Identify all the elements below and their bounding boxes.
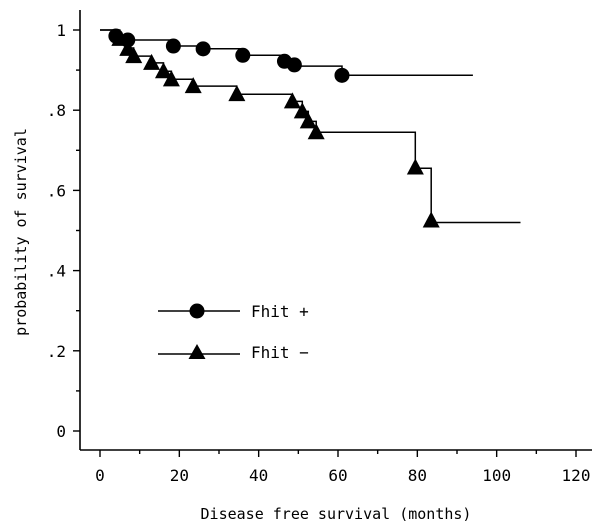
legend-label-fhit-minus: Fhit − — [251, 343, 309, 362]
data-point-fhit-minus — [125, 47, 143, 64]
x-tick-label: 60 — [328, 466, 347, 485]
x-tick-label: 40 — [249, 466, 268, 485]
x-tick-label: 100 — [482, 466, 511, 485]
data-point-fhit-minus — [111, 29, 129, 46]
data-point-fhit-minus — [283, 92, 301, 109]
y-axis-title: probability of survival — [12, 128, 30, 336]
data-point-fhit-minus — [422, 211, 440, 228]
data-point-fhit-plus — [286, 57, 302, 73]
y-tick-label: .2 — [47, 342, 66, 361]
data-point-fhit-minus — [162, 70, 180, 87]
x-tick-label: 20 — [170, 466, 189, 485]
x-axis-title: Disease free survival (months) — [201, 505, 472, 523]
y-tick-label: .4 — [47, 262, 66, 281]
y-tick-label: 0 — [56, 422, 66, 441]
survival-curve-fhit-minus — [100, 29, 521, 224]
legend-marker-triangle — [188, 344, 206, 359]
data-point-fhit-minus — [143, 53, 161, 70]
legend-label-fhit-plus: Fhit + — [251, 302, 309, 321]
y-tick-label: .8 — [47, 101, 66, 120]
data-point-fhit-minus — [293, 102, 311, 119]
data-point-fhit-minus — [299, 112, 317, 129]
x-tick-label: 80 — [408, 466, 427, 485]
data-point-fhit-minus — [406, 158, 424, 175]
y-axis-ticks: 0 .2 .4 .6 .8 1 — [47, 21, 80, 441]
y-tick-label: 1 — [56, 21, 66, 40]
data-point-fhit-minus — [307, 123, 325, 140]
x-tick-label: 0 — [95, 466, 105, 485]
data-point-fhit-minus — [228, 85, 246, 102]
data-point-fhit-plus — [195, 41, 211, 57]
data-point-fhit-plus — [235, 47, 251, 63]
legend: Fhit + Fhit − — [158, 302, 309, 362]
legend-marker-circle — [189, 303, 205, 319]
x-axis-ticks: 0 20 40 60 80 100 120 — [95, 450, 590, 485]
y-tick-label: .6 — [47, 181, 66, 200]
data-point-fhit-minus — [154, 62, 172, 79]
data-point-fhit-minus — [184, 77, 202, 94]
x-tick-label: 120 — [562, 466, 591, 485]
data-point-fhit-plus — [334, 67, 350, 83]
data-point-fhit-plus — [165, 38, 181, 54]
series-layer — [100, 28, 521, 228]
